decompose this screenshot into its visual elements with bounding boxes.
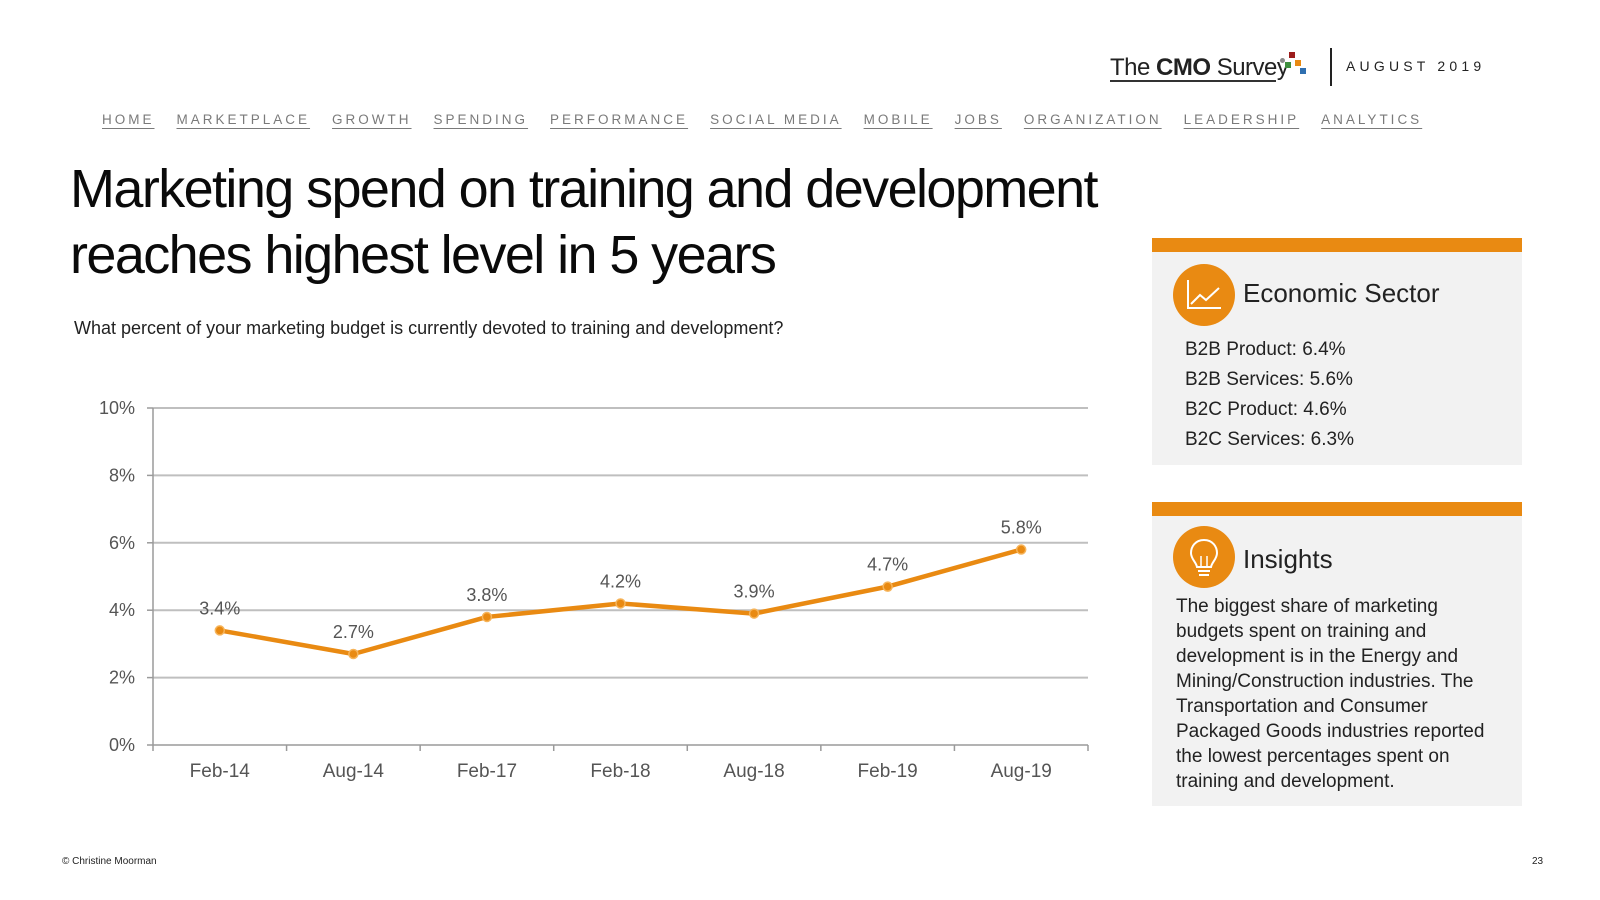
- economic-sector-heading: Economic Sector: [1243, 278, 1440, 308]
- y-tick-label: 10%: [99, 398, 135, 418]
- x-tick-label: Feb-19: [858, 761, 918, 782]
- sector-list: B2B Product: 6.4% B2B Services: 5.6% B2C…: [1185, 335, 1354, 455]
- sector-item-b2b-product: B2B Product: 6.4%: [1185, 339, 1346, 360]
- data-point: [481, 611, 493, 623]
- data-label: 4.2%: [600, 571, 641, 591]
- sector-item-b2b-services: B2B Services: 5.6%: [1185, 369, 1353, 390]
- x-tick-label: Aug-18: [723, 761, 784, 782]
- data-point: [214, 625, 226, 636]
- nav-jobs[interactable]: JOBS: [954, 112, 1002, 127]
- nav-performance[interactable]: PERFORMANCE: [550, 112, 689, 127]
- x-tick-label: Aug-19: [991, 761, 1052, 782]
- nav-leadership[interactable]: LEADERSHIP: [1183, 112, 1300, 127]
- insights-text: The biggest share of marketing budgets s…: [1176, 596, 1485, 792]
- logo-underline: [1110, 80, 1276, 82]
- data-point: [1015, 544, 1027, 555]
- data-label: 3.9%: [734, 582, 775, 602]
- economic-sector-panel: Economic Sector B2B Product: 6.4% B2B Se…: [1152, 238, 1522, 465]
- lightbulb-icon: [1173, 526, 1235, 588]
- logo-dots-icon: [1280, 50, 1316, 80]
- title-line-2: reaches highest level in 5 years: [70, 225, 777, 285]
- y-tick-label: 6%: [109, 533, 135, 553]
- x-tick-label: Feb-18: [590, 761, 650, 782]
- report-date: AUGUST 2019: [1346, 58, 1486, 74]
- panel-accent-bar: [1152, 502, 1522, 516]
- nav-analytics[interactable]: ANALYTICS: [1321, 112, 1423, 127]
- nav-growth[interactable]: GROWTH: [332, 112, 412, 127]
- data-label: 2.7%: [333, 622, 374, 642]
- cmo-survey-logo: The CMO Survey: [1110, 48, 1289, 88]
- data-label: 3.8%: [466, 585, 507, 605]
- top-nav: HOME MARKETPLACE GROWTH SPENDING PERFORM…: [102, 112, 1444, 127]
- data-label: 5.8%: [1001, 518, 1042, 538]
- title-line-1: Marketing spend on training and developm…: [70, 159, 1099, 219]
- page-title: Marketing spend on training and developm…: [70, 156, 1170, 288]
- y-tick-label: 2%: [109, 668, 135, 688]
- logo-text: The CMO Survey: [1110, 54, 1289, 81]
- nav-home[interactable]: HOME: [102, 112, 155, 127]
- y-tick-label: 8%: [109, 465, 135, 485]
- series-line: [219, 547, 1022, 657]
- nav-spending[interactable]: SPENDING: [433, 112, 529, 127]
- y-tick-label: 4%: [109, 600, 135, 620]
- survey-question: What percent of your marketing budget is…: [74, 318, 784, 338]
- data-point: [348, 648, 359, 660]
- nav-social-media[interactable]: SOCIAL MEDIA: [710, 112, 842, 127]
- header-divider: [1330, 48, 1332, 86]
- data-label: 3.4%: [199, 598, 240, 618]
- sector-item-b2c-services: B2C Services: 6.3%: [1185, 429, 1354, 450]
- y-tick-label: 0%: [109, 735, 135, 755]
- panel-accent-bar: [1152, 238, 1522, 252]
- data-point: [882, 581, 893, 592]
- data-label: 4.7%: [867, 555, 908, 575]
- insights-heading: Insights: [1243, 544, 1333, 574]
- nav-mobile[interactable]: MOBILE: [863, 112, 933, 127]
- x-tick-label: Feb-17: [457, 761, 517, 782]
- nav-marketplace[interactable]: MARKETPLACE: [176, 112, 311, 127]
- copyright: © Christine Moorman: [62, 856, 157, 867]
- page-number: 23: [1532, 856, 1544, 867]
- x-tick-label: Aug-14: [323, 761, 385, 782]
- line-chart-icon: [1173, 264, 1235, 326]
- insights-panel: Insights The biggest share of marketing …: [1152, 502, 1522, 806]
- data-point: [615, 598, 626, 609]
- sector-item-b2c-product: B2C Product: 4.6%: [1185, 399, 1347, 420]
- nav-organization[interactable]: ORGANIZATION: [1023, 112, 1162, 127]
- data-point: [748, 608, 760, 619]
- x-tick-label: Feb-14: [190, 761, 251, 782]
